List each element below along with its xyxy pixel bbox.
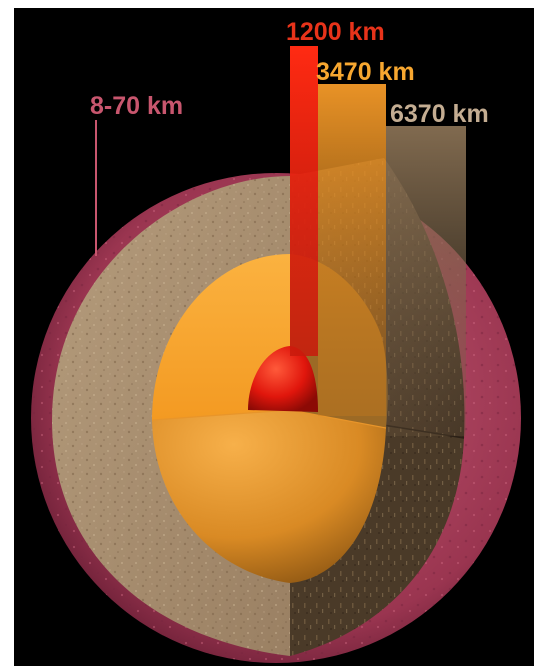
- mantle-bar: [386, 126, 466, 436]
- outer-core-label: 3470 km: [316, 58, 415, 86]
- inner-core-label: 1200 km: [286, 18, 385, 46]
- inner-core-layer: [248, 346, 318, 412]
- crust-label: 8-70 km: [90, 92, 183, 120]
- mantle-label: 6370 km: [390, 100, 489, 128]
- outer-core-bar: [318, 84, 386, 416]
- thickness-bars: [290, 46, 466, 436]
- inner-core-bar: [290, 46, 318, 356]
- earth-layers-diagram: 1200 km 3470 km 6370 km 8-70 km: [14, 8, 534, 666]
